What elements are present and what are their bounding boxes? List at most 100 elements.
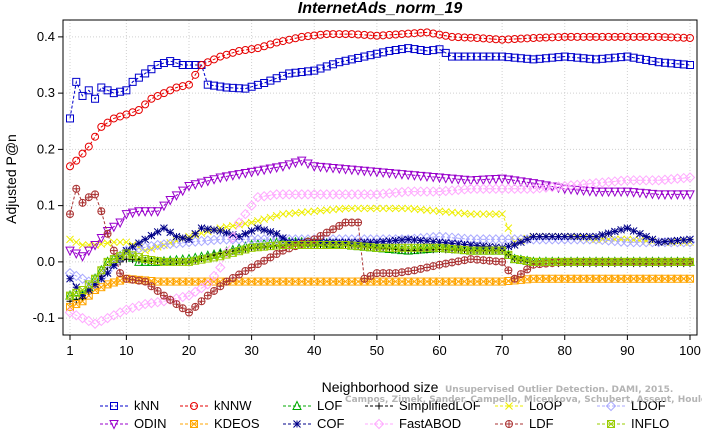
point-cof-65 [473, 241, 481, 250]
point-cof-76 [542, 232, 550, 241]
point-knnw-59 [435, 30, 444, 39]
point-cof-71 [510, 241, 519, 249]
point-inflo-99 [686, 257, 694, 266]
point-odin-69 [497, 174, 507, 185]
x-tick-label-7: 70 [495, 343, 509, 358]
point-loop-55 [410, 205, 419, 213]
point-knnw-88 [617, 32, 626, 41]
point-knn-78 [554, 53, 563, 62]
point-knnw-85 [598, 32, 607, 41]
point-odin-34 [278, 162, 288, 172]
point-knnw-19 [184, 80, 193, 89]
point-knn-65 [473, 52, 482, 61]
point-ldf-63 [460, 256, 469, 265]
point-knn-13 [147, 65, 156, 74]
legend-marker-loop [505, 402, 513, 410]
point-knnw-54 [404, 29, 413, 38]
point-cof-95 [661, 237, 669, 246]
point-odin-2 [77, 252, 88, 262]
point-cof-85 [598, 231, 607, 239]
point-ldf-7 [109, 246, 118, 255]
point-knnw-78 [554, 33, 563, 42]
point-knnw-92 [642, 32, 651, 41]
point-knn-61 [448, 52, 457, 61]
x-tick-label-6: 60 [432, 343, 446, 358]
point-fastabod-19 [183, 290, 195, 301]
point-knn-79 [560, 52, 569, 61]
point-cof-78 [554, 232, 563, 241]
point-knn-69 [498, 52, 507, 61]
point-knn-96 [667, 59, 676, 68]
point-odin-41 [321, 163, 332, 173]
point-knn-28 [241, 84, 250, 93]
point-knn-88 [617, 53, 626, 62]
point-loop-32 [266, 213, 275, 222]
point-knnw-77 [548, 33, 557, 42]
point-odin-48 [365, 167, 376, 177]
point-fastabod-28 [240, 208, 251, 220]
point-fastabod-99 [684, 172, 696, 183]
point-odin-7 [109, 222, 119, 233]
point-knn-55 [410, 45, 419, 54]
point-odin-90 [628, 188, 639, 198]
point-knnw-60 [441, 31, 450, 40]
point-knnw-62 [454, 33, 463, 42]
point-knnw-91 [635, 32, 644, 41]
point-ldf-16 [166, 295, 175, 304]
point-knnw-35 [285, 35, 294, 44]
point-knnw-75 [535, 33, 544, 42]
point-knn-63 [460, 52, 469, 61]
point-odin-99 [685, 190, 695, 200]
point-odin-64 [465, 176, 476, 186]
point-ldf-70 [504, 266, 513, 275]
point-fastabod-5 [96, 315, 107, 327]
point-odin-21 [196, 178, 207, 189]
point-cof-69 [498, 243, 506, 252]
point-ldof-13 [146, 240, 157, 252]
point-cof-87 [610, 227, 619, 236]
point-odin-19 [184, 181, 194, 192]
point-fastabod-29 [246, 200, 257, 211]
point-ldf-10 [128, 275, 137, 284]
plot-area: 1 10 20 30 40 50 60 70 80 90 100 -0.1 0.0 0.1 0.2 0.3 0.… [33, 19, 701, 358]
point-loop-30 [254, 216, 262, 225]
point-cof-2 [78, 291, 87, 300]
point-cof-57 [423, 237, 431, 245]
point-loop-51 [385, 204, 394, 213]
point-cof-13 [147, 231, 156, 240]
point-cof-19 [185, 235, 193, 244]
legend-item-knn: kNN [100, 398, 159, 413]
point-cof-34 [279, 234, 287, 242]
point-odin-67 [484, 175, 495, 185]
series-knn [66, 44, 694, 123]
point-loop-48 [366, 204, 375, 213]
point-ldf-46 [354, 218, 363, 227]
point-ldf-30 [253, 260, 262, 269]
legend-item-odin: ODIN [100, 416, 167, 431]
point-odin-52 [390, 169, 401, 180]
point-knn-32 [266, 76, 275, 85]
point-knnw-70 [504, 35, 513, 44]
point-knn-91 [635, 54, 644, 63]
point-cof-56 [416, 236, 425, 245]
point-cof-6 [103, 269, 112, 277]
point-odin-24 [215, 173, 226, 184]
point-loop-61 [448, 208, 456, 217]
point-knnw-93 [648, 32, 657, 41]
point-knn-87 [610, 53, 619, 62]
legend-label-knnw: kNNW [214, 398, 252, 413]
point-fastabod-7 [108, 310, 120, 321]
point-ldf-31 [260, 256, 269, 265]
point-knn-2 [78, 91, 87, 100]
point-odin-1 [71, 249, 82, 260]
point-loop-42 [329, 205, 337, 214]
point-odin-50 [378, 168, 388, 179]
point-knn-11 [134, 73, 143, 82]
point-knn-74 [529, 55, 538, 64]
x-tick-label-0: 1 [66, 343, 73, 358]
point-loop-41 [322, 206, 331, 214]
point-knn-72 [516, 54, 525, 63]
point-loop-49 [373, 204, 381, 213]
point-knnw-80 [567, 32, 576, 41]
point-cof-25 [222, 228, 231, 237]
